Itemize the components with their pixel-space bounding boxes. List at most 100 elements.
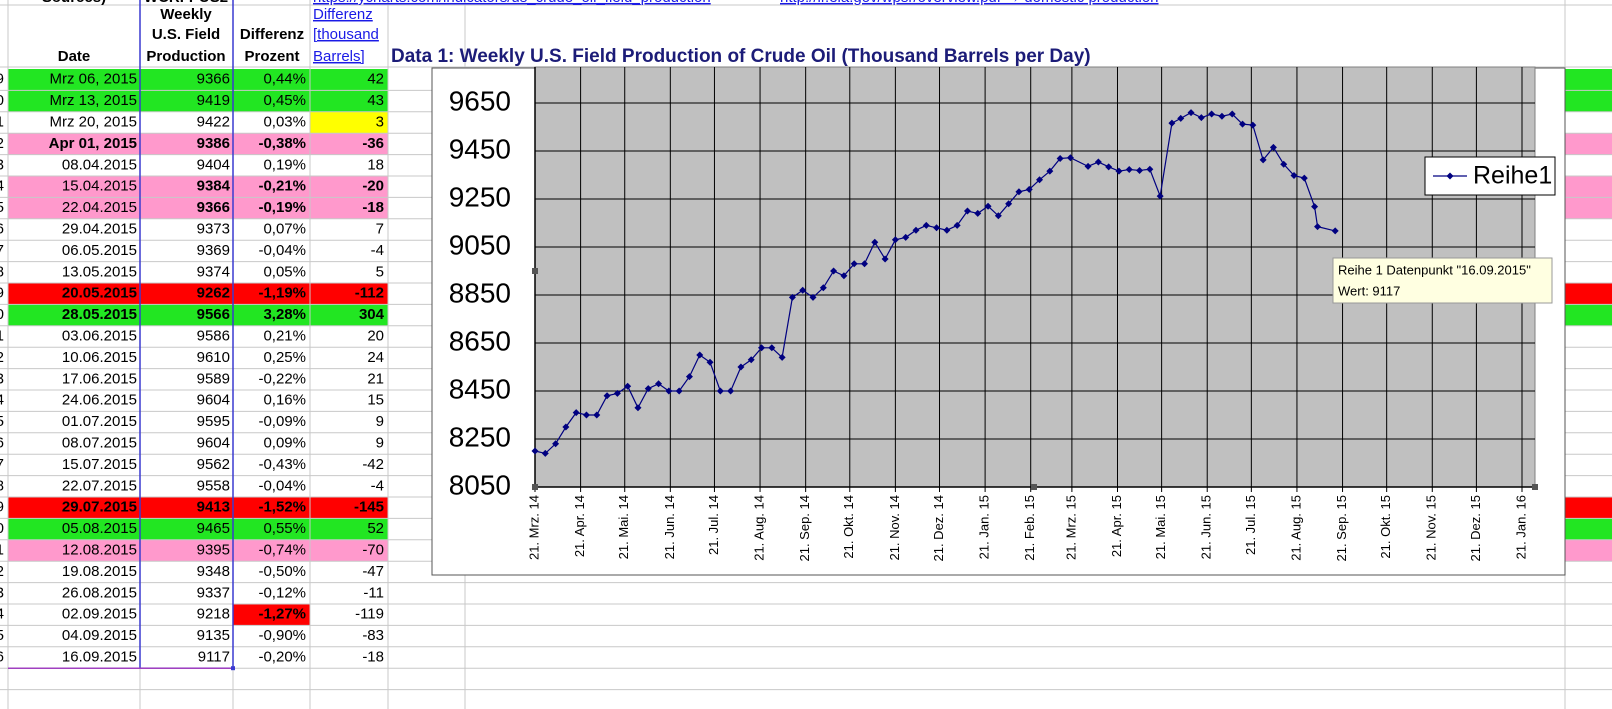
data-point[interactable] — [562, 423, 570, 431]
data-point[interactable] — [1280, 160, 1288, 168]
source-link[interactable]: http://ir.eia.gov/wpsr/overview.pdf → do… — [780, 0, 1159, 6]
data-point[interactable] — [1311, 203, 1319, 211]
data-point[interactable] — [1156, 192, 1164, 200]
data-point[interactable] — [727, 387, 735, 395]
data-point[interactable] — [819, 284, 827, 292]
data-point[interactable] — [1187, 109, 1195, 117]
data-point[interactable] — [1249, 121, 1257, 129]
data-point[interactable] — [603, 392, 611, 400]
x-tick-label: 21. Nov. 14 — [887, 495, 902, 561]
source-link[interactable]: https://ycharts.com/indicators/us_crude_… — [313, 0, 711, 6]
data-point[interactable] — [799, 286, 807, 294]
data-point[interactable] — [871, 238, 879, 246]
data-point[interactable] — [881, 255, 889, 263]
data-point[interactable] — [912, 226, 920, 234]
data-point[interactable] — [624, 382, 632, 390]
data-point[interactable] — [922, 221, 930, 229]
data-point[interactable] — [1005, 200, 1013, 208]
data-point[interactable] — [1228, 110, 1236, 118]
data-point[interactable] — [758, 344, 766, 352]
data-point[interactable] — [963, 207, 971, 215]
data-point[interactable] — [1269, 143, 1277, 151]
data-point[interactable] — [582, 411, 590, 419]
data-point[interactable] — [1300, 174, 1308, 182]
data-point[interactable] — [655, 380, 663, 388]
production-cell: 9404 — [197, 156, 230, 173]
data-point[interactable] — [531, 447, 539, 455]
data-point[interactable] — [1046, 167, 1054, 175]
data-point[interactable] — [1168, 119, 1176, 127]
data-point[interactable] — [830, 267, 838, 275]
production-cell: 9348 — [197, 563, 230, 580]
data-point[interactable] — [1066, 154, 1074, 162]
production-cell: 9465 — [197, 520, 230, 537]
row-fill — [8, 304, 388, 326]
data-point[interactable] — [1015, 188, 1023, 196]
data-point[interactable] — [1177, 114, 1185, 122]
data-point[interactable] — [902, 233, 910, 241]
row-fill — [8, 176, 388, 198]
data-point[interactable] — [809, 293, 817, 301]
row-fill — [1565, 518, 1612, 540]
percent-cell: -1,19% — [258, 285, 306, 302]
data-point[interactable] — [716, 387, 724, 395]
data-point[interactable] — [1290, 171, 1298, 179]
header-link[interactable]: Differenz — [313, 6, 373, 23]
data-point[interactable] — [778, 353, 786, 361]
data-point[interactable] — [737, 363, 745, 371]
percent-cell: 0,05% — [263, 263, 306, 280]
data-point[interactable] — [933, 224, 941, 232]
data-point[interactable] — [1036, 176, 1044, 184]
x-tick-label: 21. Sep. 14 — [797, 495, 812, 562]
data-point[interactable] — [1197, 114, 1205, 122]
data-point[interactable] — [634, 404, 642, 412]
data-point[interactable] — [696, 351, 704, 359]
data-point[interactable] — [943, 226, 951, 234]
data-point[interactable] — [840, 272, 848, 280]
row-fill — [8, 283, 388, 305]
data-point[interactable] — [1125, 165, 1133, 173]
data-point[interactable] — [572, 409, 580, 417]
header-link[interactable]: [thousand — [313, 26, 379, 43]
data-point[interactable] — [1331, 227, 1339, 235]
data-point[interactable] — [860, 260, 868, 268]
data-point[interactable] — [1115, 167, 1123, 175]
x-tick-label: 21. Jan. 16 — [1513, 495, 1528, 559]
data-point[interactable] — [706, 358, 714, 366]
data-point[interactable] — [1314, 223, 1322, 231]
data-point[interactable] — [541, 449, 549, 457]
data-point[interactable] — [1146, 165, 1154, 173]
data-point[interactable] — [552, 440, 560, 448]
data-point[interactable] — [675, 387, 683, 395]
header-link[interactable]: Barrels] — [313, 48, 365, 65]
data-point[interactable] — [953, 221, 961, 229]
percent-cell: -0,90% — [258, 627, 306, 644]
data-point[interactable] — [1239, 120, 1247, 128]
data-point[interactable] — [994, 212, 1002, 220]
x-tick-label: 21. Jan. 15 — [977, 495, 992, 559]
data-point[interactable] — [788, 293, 796, 301]
data-point[interactable] — [850, 260, 858, 268]
data-point[interactable] — [1025, 185, 1033, 193]
data-point[interactable] — [974, 209, 982, 217]
data-point[interactable] — [768, 344, 776, 352]
data-point[interactable] — [1218, 112, 1226, 120]
data-point[interactable] — [613, 389, 621, 397]
data-point[interactable] — [1105, 163, 1113, 171]
data-point[interactable] — [685, 373, 693, 381]
data-point[interactable] — [1136, 166, 1144, 174]
y-tick-label: 8450 — [449, 373, 511, 404]
data-point[interactable] — [1259, 156, 1267, 164]
data-point[interactable] — [1208, 110, 1216, 118]
data-point[interactable] — [665, 387, 673, 395]
data-point[interactable] — [891, 236, 899, 244]
x-tick-label: 21. Mai. 14 — [616, 495, 631, 559]
percent-cell: 0,44% — [263, 71, 306, 88]
data-point[interactable] — [984, 202, 992, 210]
data-point[interactable] — [747, 356, 755, 364]
data-point[interactable] — [593, 411, 601, 419]
data-point[interactable] — [1056, 154, 1064, 162]
data-point[interactable] — [644, 385, 652, 393]
data-point[interactable] — [1094, 158, 1102, 166]
data-point[interactable] — [1084, 162, 1092, 170]
